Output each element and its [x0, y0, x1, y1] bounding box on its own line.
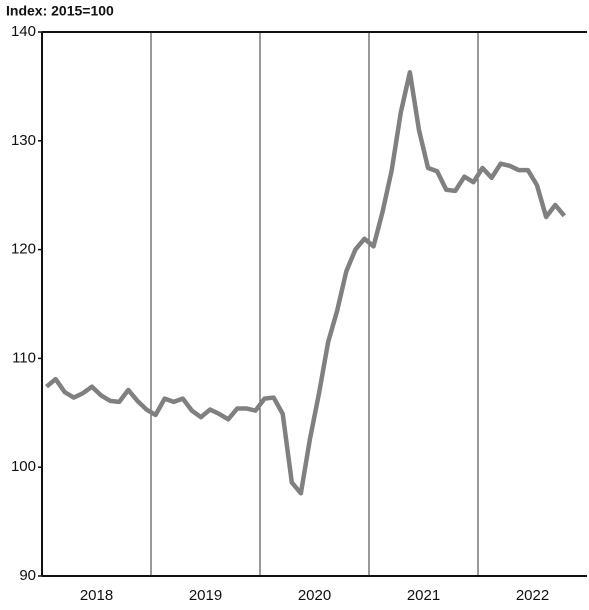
x-tick-label: 2021: [407, 587, 440, 604]
y-tick-label: 90: [19, 567, 36, 584]
y-tick-label: 120: [11, 241, 36, 258]
x-tick-label: 2019: [189, 587, 222, 604]
y-tick-label: 110: [12, 349, 36, 366]
x-tick-label: 2018: [80, 587, 113, 604]
y-tick-label: 140: [11, 23, 36, 40]
chart-title: Index: 2015=100: [6, 3, 114, 19]
y-tick-label: 100: [11, 458, 36, 475]
data-line: [45, 70, 567, 496]
x-tick-label: 2020: [298, 587, 331, 604]
x-tick-label: 2022: [516, 587, 549, 604]
y-tick-label: 130: [11, 132, 36, 149]
